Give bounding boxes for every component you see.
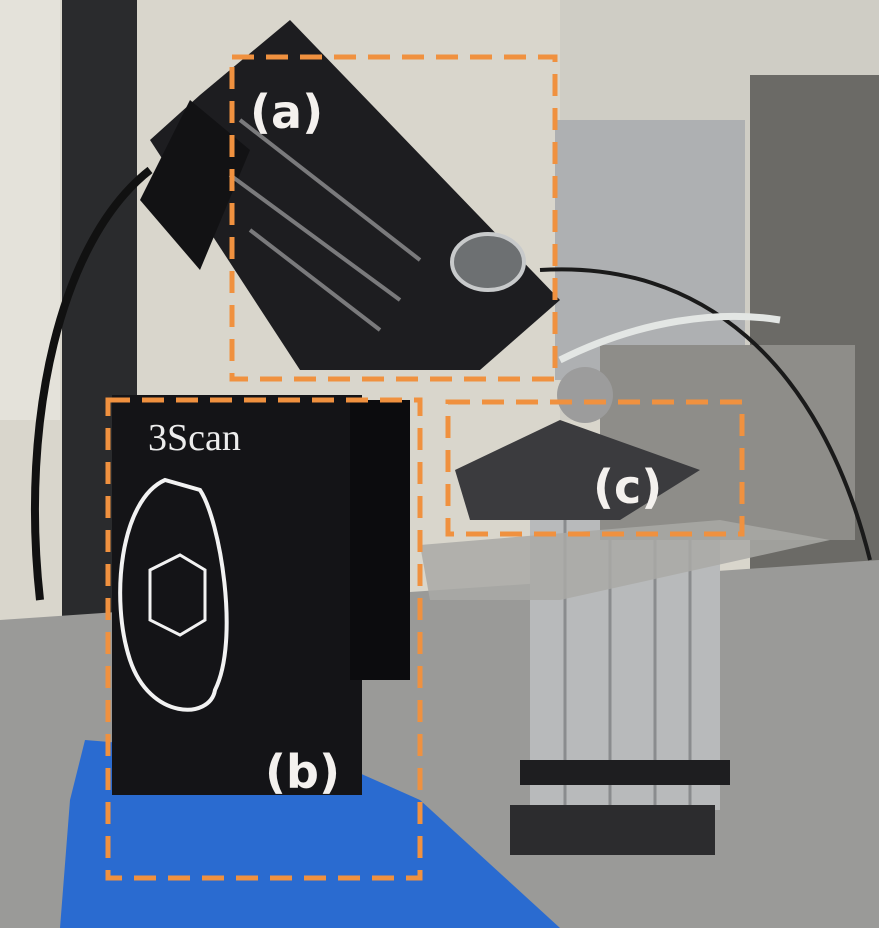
brain-logo (118, 477, 229, 712)
rails (228, 118, 422, 332)
optics-plate (150, 20, 560, 370)
stage-plate (600, 345, 855, 540)
blade-holder (455, 420, 700, 520)
cube-logo (148, 553, 207, 637)
region-label: (b) (265, 745, 340, 799)
region-box (229, 54, 558, 382)
column-base (510, 805, 715, 855)
column-band (520, 760, 730, 785)
region-label: (a) (250, 85, 323, 139)
extrusion-back (555, 120, 745, 380)
cable (539, 267, 872, 561)
cable (30, 166, 153, 601)
acrylic-tray (420, 520, 830, 600)
device-brand: 3Scan (148, 417, 241, 459)
region-box (445, 399, 745, 537)
region-box (105, 397, 423, 881)
lens (450, 232, 526, 292)
device-body (112, 395, 362, 795)
region-label: (c) (593, 460, 662, 514)
camera (140, 100, 250, 270)
tubing (558, 312, 781, 364)
device-side (350, 400, 410, 680)
knob (557, 367, 613, 423)
